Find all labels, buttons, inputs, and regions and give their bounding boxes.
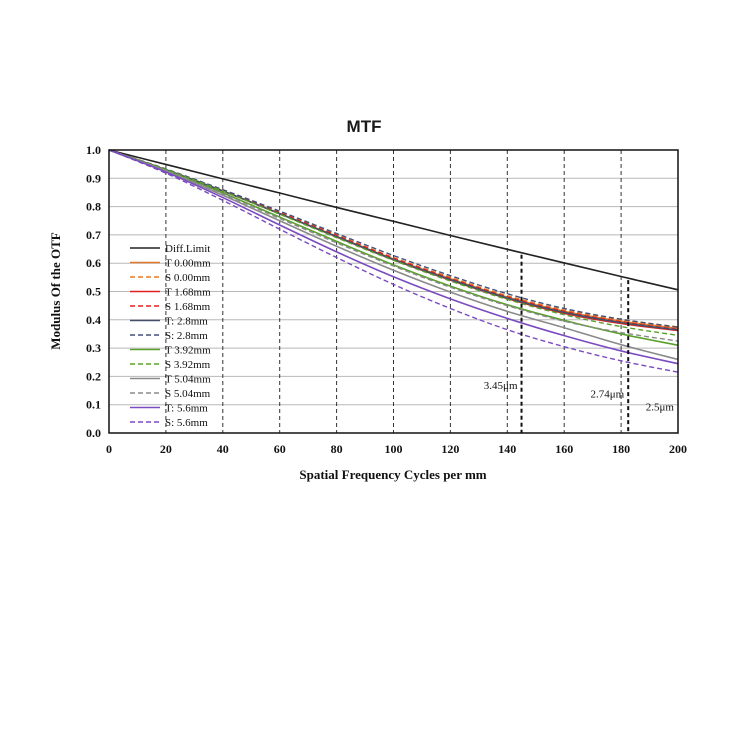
x-tick-label: 20 [160,442,172,456]
legend-label-6: S: 2.8mm [165,330,208,342]
legend-label-5: T: 2.8mm [165,316,208,328]
series-line-9 [108,149,679,361]
y-tick-label: 0.7 [86,228,101,242]
plot-frame [108,149,679,434]
series-line-6 [108,149,679,328]
x-tick-label: 40 [217,442,229,456]
legend-label-0: Diff.Limit [165,243,210,255]
series-line-4 [108,149,679,331]
legend-label-2: S 0.00mm [165,272,211,284]
y-tick-label: 0.4 [86,313,101,327]
legend-label-1: T 0.00mm [165,258,211,270]
legend-label-4: S 1.68mm [165,301,211,313]
x-tick-label: 180 [612,442,630,456]
y-tick-label: 0.3 [86,341,101,355]
legend-label-7: T 3.92mm [165,345,211,357]
y-tick-label: 0.6 [86,256,101,270]
series-lines [108,149,679,373]
x-tick-label: 160 [555,442,573,456]
series-line-12 [108,149,679,373]
legend-label-12: S: 5.6mm [165,417,208,429]
series-line-8 [108,149,679,337]
grid [109,150,678,433]
legend-label-3: T 1.68mm [165,287,211,299]
y-tick-label: 0.0 [86,426,101,440]
x-tick-label: 140 [498,442,516,456]
x-tick-label: 60 [274,442,286,456]
x-tick-label: 0 [106,442,112,456]
legend-label-11: T: 5.6mm [165,403,208,415]
legend-label-10: S 5.04mm [165,388,211,400]
annotation-label-0: 3.45μm [484,380,518,392]
x-tick-label: 80 [331,442,343,456]
legend: Diff.Limit T 0.00mm S 0.00mm T 1.68mm S 1.68… [130,243,211,429]
x-tick-label: 200 [669,442,687,456]
y-axis-label: Modulus Of the OTF [48,232,63,349]
series-line-11 [108,149,679,365]
series-line-10 [108,149,679,342]
y-tick-label: 0.1 [86,398,101,412]
annotations: 3.45μm 2.74μm 2.5μm [484,254,675,433]
chart-title: MTF [347,117,382,136]
y-tick-label: 0.8 [86,200,101,214]
series-line-7 [108,149,679,347]
y-tick-label: 1.0 [86,143,101,157]
x-axis-label: Spatial Frequency Cycles per mm [299,467,486,482]
y-tick-label: 0.5 [86,285,101,299]
legend-label-8: S 3.92mm [165,359,211,371]
tick-labels: 0 20 40 60 80 100 120 140 160 180 200 0.0 0.1 0.2 0.3 0… [86,143,687,456]
series-line-5 [108,149,679,331]
legend-label-9: T 5.04mm [165,374,211,386]
y-tick-label: 0.2 [86,369,101,383]
x-tick-label: 100 [385,442,403,456]
annotation-label-2: 2.5μm [646,401,675,413]
x-tick-label: 120 [441,442,459,456]
series-line-0 [108,149,679,291]
annotation-label-1: 2.74μm [590,389,624,401]
y-tick-label: 0.9 [86,171,101,185]
